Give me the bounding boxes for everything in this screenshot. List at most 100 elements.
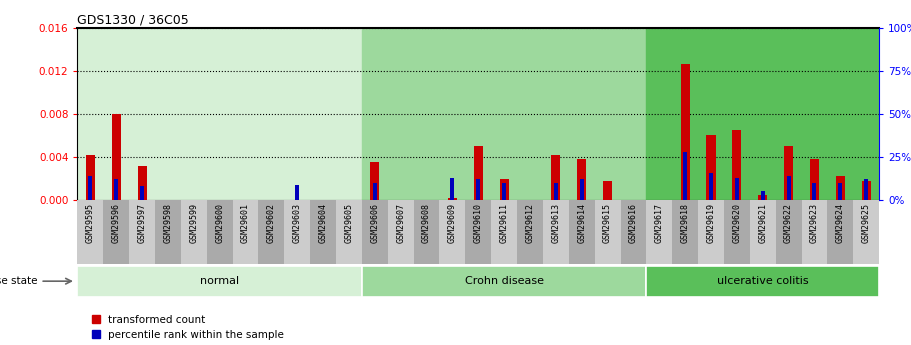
Bar	[502, 183, 507, 200]
Bar	[813, 183, 816, 200]
Bar	[259, 200, 284, 264]
Bar	[77, 200, 103, 264]
Text: GSM29612: GSM29612	[526, 203, 535, 243]
Text: GSM29619: GSM29619	[707, 203, 715, 243]
Bar	[310, 200, 336, 264]
Bar	[86, 155, 95, 200]
Bar	[362, 266, 647, 297]
Bar	[784, 146, 793, 200]
Text: Crohn disease: Crohn disease	[465, 276, 544, 286]
Bar	[578, 159, 587, 200]
Bar	[88, 176, 92, 200]
Bar	[862, 181, 871, 200]
Bar	[373, 183, 377, 200]
Text: GSM29613: GSM29613	[551, 203, 560, 243]
Bar	[579, 179, 584, 200]
Text: GSM29607: GSM29607	[396, 203, 405, 243]
Bar	[388, 200, 414, 264]
Bar	[786, 176, 791, 200]
Text: GSM29623: GSM29623	[810, 203, 819, 243]
Bar	[155, 200, 181, 264]
Bar	[362, 28, 647, 200]
Bar	[683, 152, 687, 200]
Text: GSM29609: GSM29609	[448, 203, 457, 243]
Bar	[414, 200, 439, 264]
Bar	[595, 200, 620, 264]
Bar	[466, 200, 491, 264]
Bar	[802, 200, 827, 264]
Text: GSM29625: GSM29625	[862, 203, 871, 243]
Bar	[517, 200, 543, 264]
Text: GSM29616: GSM29616	[629, 203, 638, 243]
Text: GSM29624: GSM29624	[835, 203, 844, 243]
Text: GDS1330 / 36C05: GDS1330 / 36C05	[77, 13, 189, 27]
Bar	[474, 146, 483, 200]
Bar	[284, 200, 310, 264]
Text: GSM29614: GSM29614	[578, 203, 586, 243]
Bar	[491, 200, 517, 264]
Bar	[750, 200, 775, 264]
Text: GSM29596: GSM29596	[112, 203, 121, 243]
Bar	[672, 200, 698, 264]
Bar	[698, 200, 724, 264]
Text: GSM29611: GSM29611	[499, 203, 508, 243]
Text: GSM29608: GSM29608	[422, 203, 431, 243]
Bar	[865, 179, 868, 200]
Legend: transformed count, percentile rank within the sample: transformed count, percentile rank withi…	[92, 315, 284, 340]
Text: disease state: disease state	[0, 276, 37, 286]
Bar	[543, 200, 568, 264]
Text: GSM29597: GSM29597	[138, 203, 147, 243]
Bar	[77, 28, 362, 200]
Bar	[735, 178, 739, 200]
Text: GSM29620: GSM29620	[732, 203, 742, 243]
Bar	[838, 183, 843, 200]
Text: GSM29602: GSM29602	[267, 203, 276, 243]
Text: GSM29604: GSM29604	[319, 203, 328, 243]
Bar	[724, 200, 750, 264]
Bar	[140, 186, 144, 200]
Bar	[551, 155, 560, 200]
Bar	[207, 200, 232, 264]
Text: GSM29595: GSM29595	[86, 203, 95, 243]
Bar	[232, 200, 259, 264]
Text: GSM29598: GSM29598	[163, 203, 172, 243]
Bar	[775, 200, 802, 264]
Bar	[448, 198, 457, 200]
Bar	[681, 64, 690, 200]
Bar	[732, 130, 742, 200]
Bar	[761, 191, 764, 200]
Bar	[810, 159, 819, 200]
Bar	[499, 179, 508, 200]
Bar	[181, 200, 207, 264]
Text: GSM29601: GSM29601	[241, 203, 250, 243]
Bar	[603, 181, 612, 200]
Bar	[336, 200, 362, 264]
Bar	[476, 179, 480, 200]
Bar	[370, 162, 379, 200]
Text: GSM29618: GSM29618	[681, 203, 690, 243]
Bar	[835, 176, 844, 200]
Text: ulcerative colitis: ulcerative colitis	[717, 276, 809, 286]
Bar	[103, 200, 129, 264]
Bar	[568, 200, 595, 264]
Text: GSM29603: GSM29603	[292, 203, 302, 243]
Text: GSM29599: GSM29599	[189, 203, 199, 243]
Bar	[758, 195, 767, 200]
Bar	[647, 266, 879, 297]
Text: GSM29605: GSM29605	[344, 203, 353, 243]
Bar	[620, 200, 647, 264]
Bar	[129, 200, 155, 264]
Text: GSM29617: GSM29617	[655, 203, 664, 243]
Bar	[647, 200, 672, 264]
Text: normal: normal	[200, 276, 240, 286]
Bar	[138, 166, 147, 200]
Bar	[362, 200, 388, 264]
Bar	[707, 136, 715, 200]
Text: GSM29600: GSM29600	[215, 203, 224, 243]
Text: GSM29621: GSM29621	[758, 203, 767, 243]
Bar	[439, 200, 466, 264]
Bar	[709, 172, 713, 200]
Bar	[295, 185, 300, 200]
Bar	[450, 178, 455, 200]
Bar	[114, 179, 118, 200]
